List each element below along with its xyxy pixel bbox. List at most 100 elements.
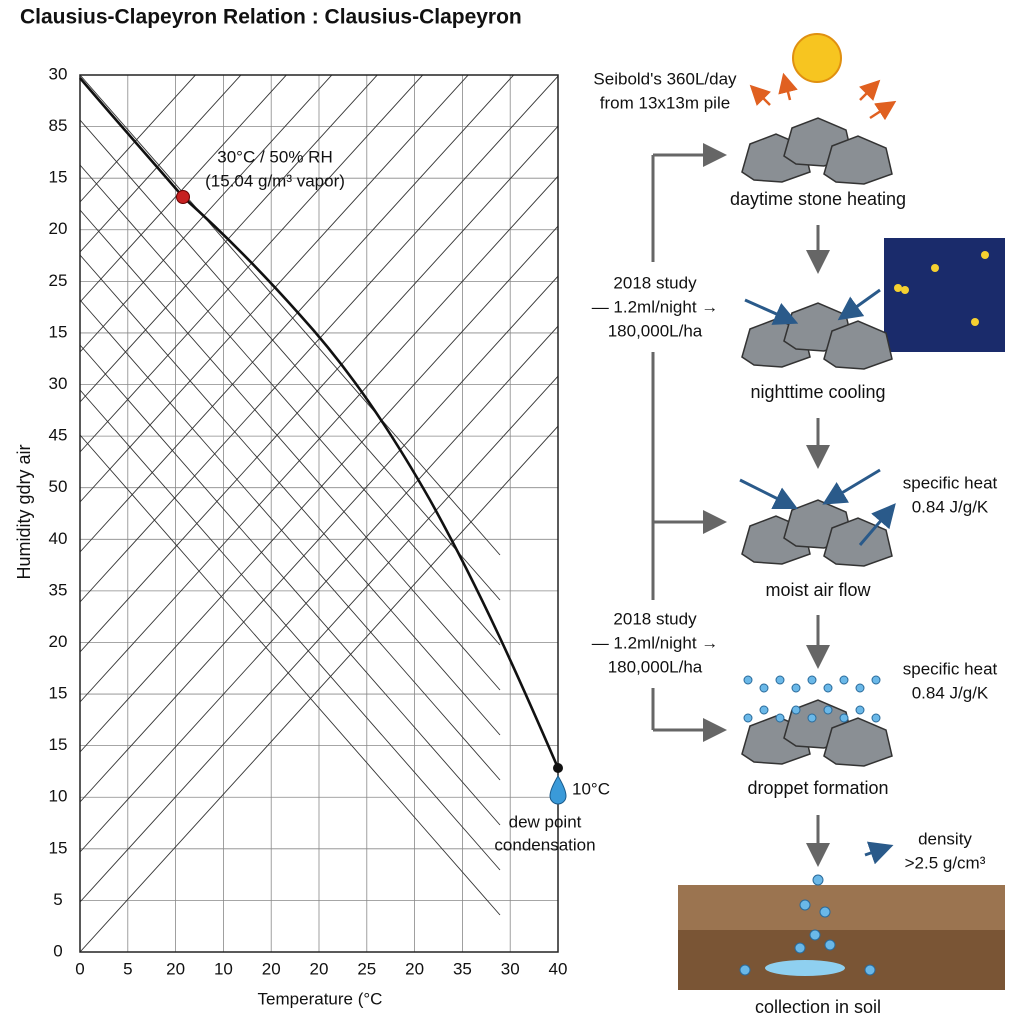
diagonal-line <box>80 175 558 703</box>
y-tick-label: 10 <box>49 787 68 806</box>
star <box>894 284 902 292</box>
study-note: — 1.2ml/night → <box>592 297 719 316</box>
x-tick-label: 10 <box>214 959 233 978</box>
process-diagram <box>651 33 1005 990</box>
air-arrow <box>744 298 799 325</box>
diagonal-line <box>80 119 501 601</box>
heat-note: specific heat <box>903 659 998 678</box>
y-tick-label: 15 <box>49 322 68 341</box>
sun <box>792 33 842 83</box>
diagonal-line <box>80 299 501 781</box>
x-tick-label: 30 <box>501 959 520 978</box>
source-note: from 13x13m pile <box>600 93 730 112</box>
droplet <box>807 675 817 685</box>
x-tick-label: 0 <box>75 959 84 978</box>
x-tick-label: 25 <box>357 959 376 978</box>
x-tick-label: 20 <box>310 959 329 978</box>
heat-arrow <box>859 79 881 101</box>
droplet <box>794 942 806 954</box>
heat-note: 0.84 J/g/K <box>912 683 989 702</box>
droplet <box>759 683 769 693</box>
diagonal-line <box>80 75 469 503</box>
plot-area <box>79 74 559 953</box>
diagonal-line <box>80 254 501 736</box>
step-label: collection in soil <box>755 997 881 1017</box>
droplet <box>864 964 876 976</box>
y-axis-label: Humidity gdry air <box>14 444 34 579</box>
droplet <box>871 713 881 723</box>
y-tick-label: 5 <box>53 890 62 909</box>
droplet <box>775 713 785 723</box>
study-note: 180,000L/ha <box>608 321 703 340</box>
study-note: 180,000L/ha <box>608 657 703 676</box>
diagonal-line <box>80 125 558 653</box>
x-tick-label: 35 <box>453 959 472 978</box>
droplet <box>743 713 753 723</box>
heat-arrow <box>869 100 897 121</box>
heat-note: specific heat <box>903 473 998 492</box>
diagonal-line <box>80 425 558 952</box>
dew-point <box>553 763 563 773</box>
stone <box>823 717 893 767</box>
air-arrow <box>739 478 799 510</box>
diagonal-line <box>80 389 501 871</box>
y-tick-label: 85 <box>49 116 68 135</box>
density-note: density <box>918 829 972 848</box>
diagonal-line <box>80 275 558 803</box>
step-label: moist air flow <box>765 580 871 600</box>
y-tick-label: 15 <box>49 838 68 857</box>
air-arrow <box>822 468 881 505</box>
air-arrow <box>837 288 881 321</box>
saturation-curve <box>79 77 560 769</box>
dew-caption: condensation <box>494 835 595 854</box>
soil-top <box>678 885 1005 930</box>
star <box>981 251 989 259</box>
stone <box>823 320 893 370</box>
plot-frame <box>79 74 559 953</box>
puddle <box>765 960 845 976</box>
source-note: Seibold's 360L/day <box>593 69 737 88</box>
diagonal-line <box>80 344 501 826</box>
diagonal-line <box>80 75 378 403</box>
y-tick-label: 15 <box>49 168 68 187</box>
y-tick-label: 40 <box>49 529 68 548</box>
droplet <box>807 713 817 723</box>
stone <box>823 135 893 185</box>
droplet <box>823 683 833 693</box>
y-tick-label: 0 <box>53 941 62 960</box>
study-note: — 1.2ml/night → <box>592 633 719 652</box>
diagonal-line <box>80 75 424 453</box>
x-tick-label: 20 <box>166 959 185 978</box>
diagonal-line <box>80 225 558 753</box>
diagonal-line <box>80 75 558 603</box>
diagonal-lines <box>80 75 558 952</box>
step-label: daytime stone heating <box>730 189 906 209</box>
star <box>971 318 979 326</box>
x-tick-label: 40 <box>549 959 568 978</box>
diagonal-line <box>80 434 501 916</box>
star <box>901 286 909 294</box>
y-tick-label: 25 <box>49 271 68 290</box>
diagonal-line <box>80 75 197 203</box>
droplet <box>739 964 751 976</box>
diagonal-line <box>80 375 558 903</box>
droplet <box>812 874 824 886</box>
diagonal-line <box>80 75 333 353</box>
step-label: droppet formation <box>747 778 888 798</box>
diagonal-line <box>80 164 501 646</box>
y-tick-label: 50 <box>49 477 68 496</box>
diagonal-line <box>80 75 501 556</box>
point-label: (15.04 g/m³ vapor) <box>205 171 345 190</box>
droplet <box>791 705 801 715</box>
droplet <box>809 929 821 941</box>
y-tick-label: 30 <box>49 374 68 393</box>
heat-arrow <box>778 72 798 101</box>
droplet <box>855 683 865 693</box>
diagonal-line <box>80 75 242 253</box>
star <box>931 264 939 272</box>
state-point <box>176 190 190 204</box>
point-label: 30°C / 50% RH <box>217 147 332 166</box>
droplet <box>759 705 769 715</box>
droplet <box>824 939 836 951</box>
